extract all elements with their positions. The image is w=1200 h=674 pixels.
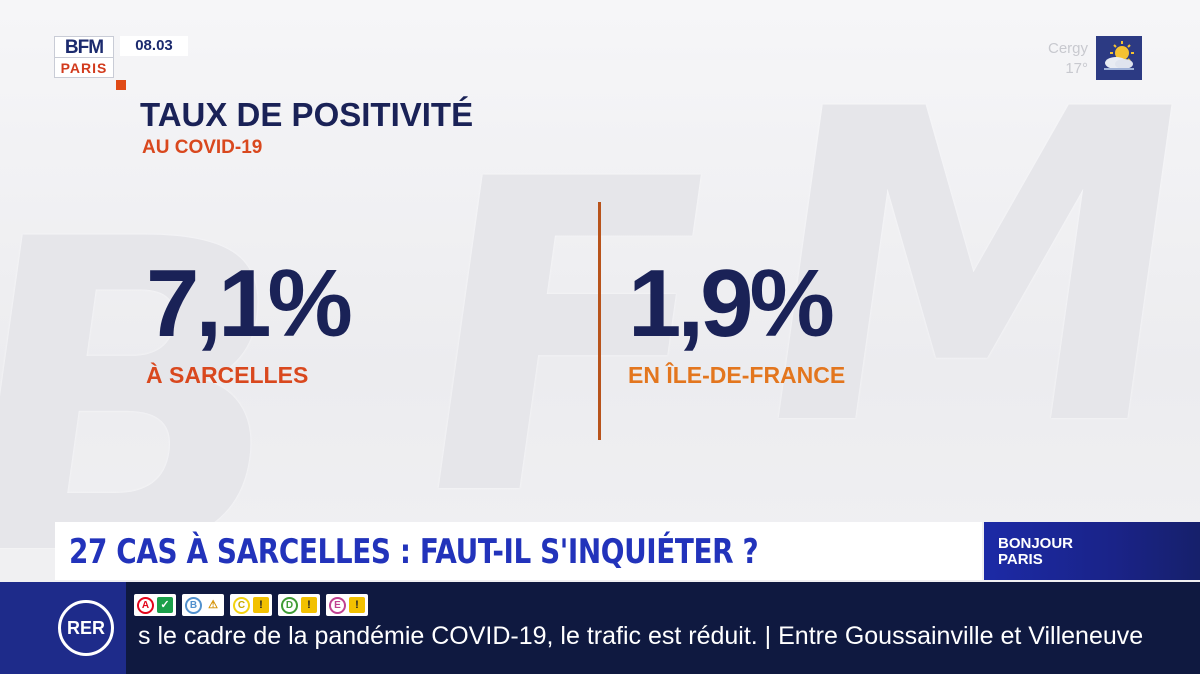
rer-line-letter: B — [185, 596, 202, 614]
logo-paris-text: PARIS — [54, 58, 114, 78]
status-ok-icon: ✓ — [157, 597, 173, 613]
warning-icon: ! — [253, 597, 269, 613]
show-badge: BONJOUR PARIS — [984, 522, 1200, 580]
accent-square — [116, 80, 126, 90]
rer-badge-box: RER — [0, 582, 126, 674]
sarcelles-rate-label: À SARCELLES — [146, 362, 309, 388]
rer-line-chip: B ⚠ — [182, 594, 224, 616]
idf-rate-value: 1,9% — [628, 250, 835, 357]
warning-icon: ! — [349, 597, 365, 613]
roadwork-icon: ⚠ — [208, 599, 218, 611]
sun-cloud-icon — [1096, 36, 1142, 80]
graphic-subtitle: AU COVID-19 — [142, 137, 263, 158]
logo-bfm-text: BFM — [54, 36, 114, 58]
rer-line-status-list: A ✓ B ⚠ C ! D ! E ! — [134, 594, 368, 616]
show-name-line1: BONJOUR — [998, 535, 1074, 552]
rer-line-letter: A — [137, 596, 154, 614]
rer-line-letter: C — [233, 596, 250, 614]
headline-text: 27 CAS À SARCELLES : FAUT-IL S'INQUIÉTER… — [69, 532, 759, 572]
rer-line-letter: E — [329, 596, 346, 614]
rer-line-letter: D — [281, 596, 298, 614]
rer-line-chip: E ! — [326, 594, 368, 616]
sarcelles-rate-value: 7,1% — [146, 250, 353, 357]
divider — [598, 202, 601, 440]
ticker-message: s le cadre de la pandémie COVID-19, le t… — [138, 622, 1144, 650]
rer-line-chip: A ✓ — [134, 594, 176, 616]
clock: 08.03 — [120, 36, 188, 56]
traffic-ticker: RER A ✓ B ⚠ C ! D ! E ! s le cadre de la… — [0, 582, 1200, 674]
weather-temperature: 17° — [1065, 60, 1088, 77]
rer-logo: RER — [58, 600, 114, 656]
warning-icon: ! — [301, 597, 317, 613]
graphic-title: TAUX DE POSITIVITÉ — [140, 96, 474, 133]
rer-line-chip: C ! — [230, 594, 272, 616]
headline-banner: 27 CAS À SARCELLES : FAUT-IL S'INQUIÉTER… — [55, 522, 982, 580]
show-name-line2: PARIS — [998, 551, 1043, 568]
channel-logo: BFM PARIS — [54, 36, 114, 78]
rer-line-chip: D ! — [278, 594, 320, 616]
idf-rate-label: EN ÎLE-DE-FRANCE — [628, 362, 846, 388]
weather-city: Cergy — [1047, 40, 1088, 57]
